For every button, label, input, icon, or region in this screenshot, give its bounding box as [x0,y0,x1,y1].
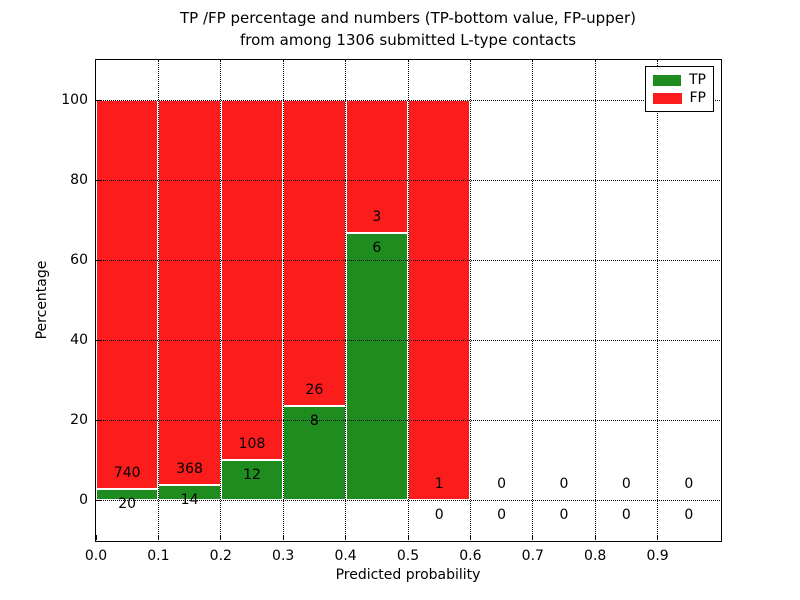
tp-count-label: 0 [684,507,694,523]
grid-line-v [594,60,596,540]
x-axis-label: Predicted probability [335,567,481,583]
y-tick-label: 60 [70,252,88,268]
x-tick-label: 0.2 [209,548,232,564]
y-tick [96,259,101,261]
tp-count-label: 0 [559,507,569,523]
bar-tp-segment [158,485,221,500]
y-tick-label: 20 [70,412,88,428]
y-tick [96,99,101,101]
x-tick [220,535,222,540]
chart-title: TP /FP percentage and numbers (TP-bottom… [96,7,720,51]
x-tick [345,535,347,540]
y-tick-label: 0 [79,492,88,508]
bar-tp-segment [283,405,346,500]
y-tick [96,179,101,181]
legend-item-fp: FP [653,91,706,105]
x-tick-label: 0.8 [584,548,607,564]
x-tick-label: 0.4 [334,548,357,564]
y-tick [96,499,101,501]
bar-fp-segment [220,100,284,460]
fp-count-label: 1 [434,476,444,492]
chart-title-line2: from among 1306 submitted L-type contact… [239,31,577,49]
tp-count-label: 12 [243,467,261,483]
bar-fp-segment [283,100,346,406]
grid-line-v [282,60,284,540]
grid-line-v [532,60,534,540]
x-tick [532,535,534,540]
x-tick [594,535,596,540]
legend-label-tp: TP [689,72,706,88]
y-axis-label: Percentage [34,260,50,340]
bar-fp-segment [158,100,221,486]
fp-count-label: 0 [559,476,569,492]
bar-fp-segment [345,100,408,234]
chart-title-line1: TP /FP percentage and numbers (TP-bottom… [180,9,636,27]
x-tick [407,535,409,540]
legend: TP FP [645,66,714,112]
grid-line-v [345,60,347,540]
grid-line-v [407,60,409,540]
bar-tp-segment [345,233,408,500]
tp-count-label: 0 [497,507,507,523]
tp-count-label: 6 [372,240,382,257]
plot-area: 740 20 368 14 108 12 26 8 3 6 1 0 0 0 0 0 0 0 0 0 [95,60,720,540]
grid-line-v [220,60,222,540]
bar-fp-segment [408,100,471,500]
tp-count-label: 20 [118,496,137,513]
y-tick [96,339,101,341]
fp-count-label: 368 [176,461,203,478]
tp-count-label: 0 [434,507,444,523]
legend-item-tp: TP [653,73,706,87]
grid-line-v [157,60,159,540]
fp-count-label: 26 [305,381,324,398]
x-tick-label: 0.6 [459,548,482,564]
fp-count-label: 0 [497,476,507,492]
tp-count-label: 0 [621,507,631,523]
y-tick [96,419,101,421]
grid-line-v [469,60,471,540]
x-tick-label: 0.0 [84,548,108,564]
fp-swatch-icon [653,92,682,104]
x-tick-label: 0.1 [147,548,170,564]
grid-line-v [657,60,659,540]
fp-count-label: 3 [372,209,382,226]
fp-count-label: 108 [238,436,266,452]
x-tick [95,535,97,540]
y-tick-label: 100 [61,92,88,108]
x-tick-label: 0.9 [646,548,669,564]
x-tick-label: 0.7 [521,548,544,564]
tp-count-label: 14 [180,492,199,509]
x-tick [469,535,471,540]
y-tick-label: 80 [70,172,88,188]
bar-fp-segment [96,100,159,490]
y-tick-label: 40 [70,332,88,348]
tp-count-label: 8 [309,412,319,429]
x-tick [657,535,659,540]
fp-count-label: 0 [621,476,631,492]
tp-swatch-icon [653,74,681,86]
fp-count-label: 740 [113,465,141,482]
x-tick-label: 0.5 [396,548,420,564]
x-tick-label: 0.3 [272,548,295,564]
legend-label-fp: FP [689,90,707,106]
fp-count-label: 0 [684,476,694,492]
x-tick [157,535,159,540]
x-tick [282,535,284,540]
